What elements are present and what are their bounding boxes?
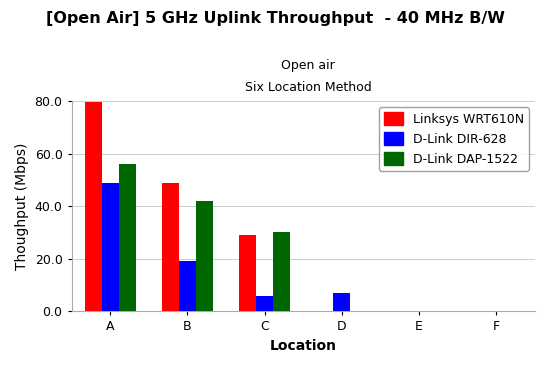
Bar — [119, 164, 136, 311]
Bar — [256, 296, 273, 311]
Bar — [333, 293, 350, 311]
Text: Open air: Open air — [281, 59, 335, 72]
Text: [Open Air] 5 GHz Uplink Throughput  - 40 MHz B/W: [Open Air] 5 GHz Uplink Throughput - 40 … — [46, 11, 504, 26]
Y-axis label: Thoughput (Mbps): Thoughput (Mbps) — [15, 142, 29, 270]
Bar — [162, 183, 179, 311]
X-axis label: Location: Location — [270, 339, 337, 353]
Legend: Linksys WRT610N, D-Link DIR-628, D-Link DAP-1522: Linksys WRT610N, D-Link DIR-628, D-Link … — [379, 107, 529, 171]
Bar — [239, 235, 256, 311]
Bar — [102, 183, 119, 311]
Bar — [179, 261, 196, 311]
Bar — [196, 201, 213, 311]
Bar — [85, 102, 102, 311]
Text: Six Location Method: Six Location Method — [245, 81, 371, 94]
Bar — [273, 233, 290, 311]
